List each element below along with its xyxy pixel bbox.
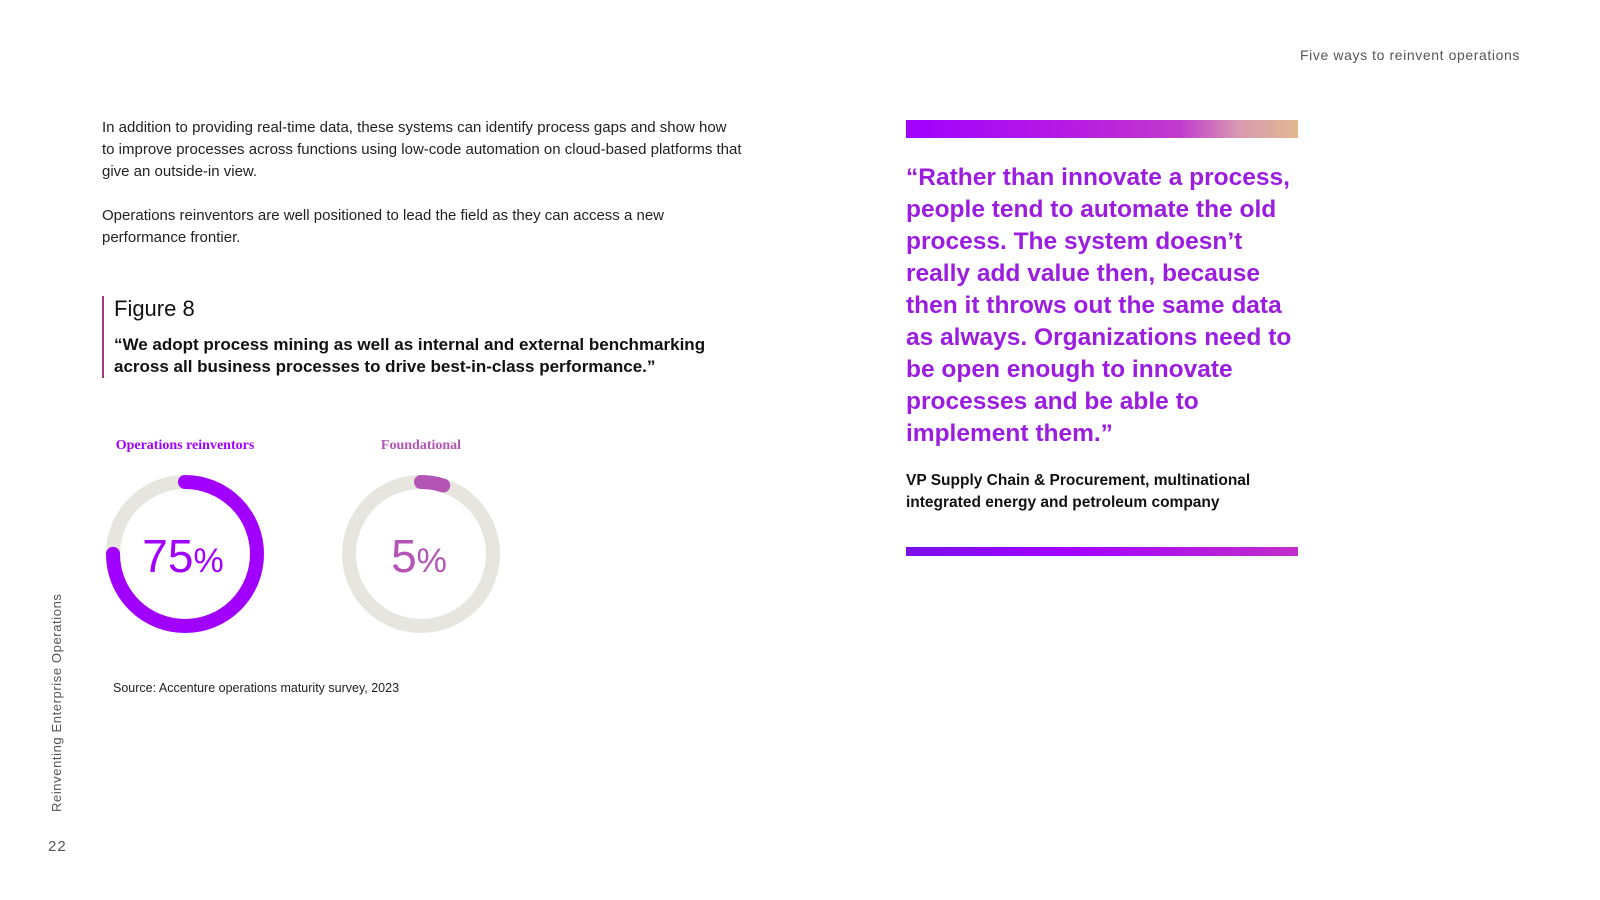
donut-value-arc <box>106 475 264 633</box>
pull-quote: “Rather than innovate a process, people … <box>906 164 1292 447</box>
publication-title: Reinventing Enterprise Operations <box>49 593 64 812</box>
running-title: Five ways to reinvent operations <box>1300 47 1520 63</box>
donut-value-arc <box>342 475 500 633</box>
page-number: 22 <box>48 838 67 855</box>
donut-chart-reinventors: Operations reinventors 75% <box>103 438 267 636</box>
figure-quote: “We adopt process mining as well as inte… <box>114 335 706 376</box>
donut-series-label: Operations reinventors <box>115 438 255 453</box>
donut-value-label: 75% <box>142 530 223 582</box>
body-paragraph: In addition to providing real-time data,… <box>102 119 742 180</box>
donut-chart-foundational: Foundational 5% <box>339 438 503 636</box>
quote-bottom-gradient-bar <box>906 547 1298 556</box>
quote-top-gradient-bar <box>906 120 1298 138</box>
donut-value-label: 5% <box>391 530 447 582</box>
pull-quote-attribution: VP Supply Chain & Procurement, multinati… <box>906 472 1251 511</box>
body-paragraph: Operations reinventors are well position… <box>102 207 664 246</box>
donut-series-label: Foundational <box>380 438 462 453</box>
figure-source: Source: Accenture operations maturity su… <box>113 681 400 695</box>
figure-label: Figure 8 <box>114 296 195 321</box>
donut-svg: 75% <box>106 475 264 633</box>
body-text: In addition to providing real-time data,… <box>102 117 742 271</box>
figure-block: Figure 8 “We adopt process mining as wel… <box>102 296 754 378</box>
donut-svg: 5% <box>342 475 500 633</box>
